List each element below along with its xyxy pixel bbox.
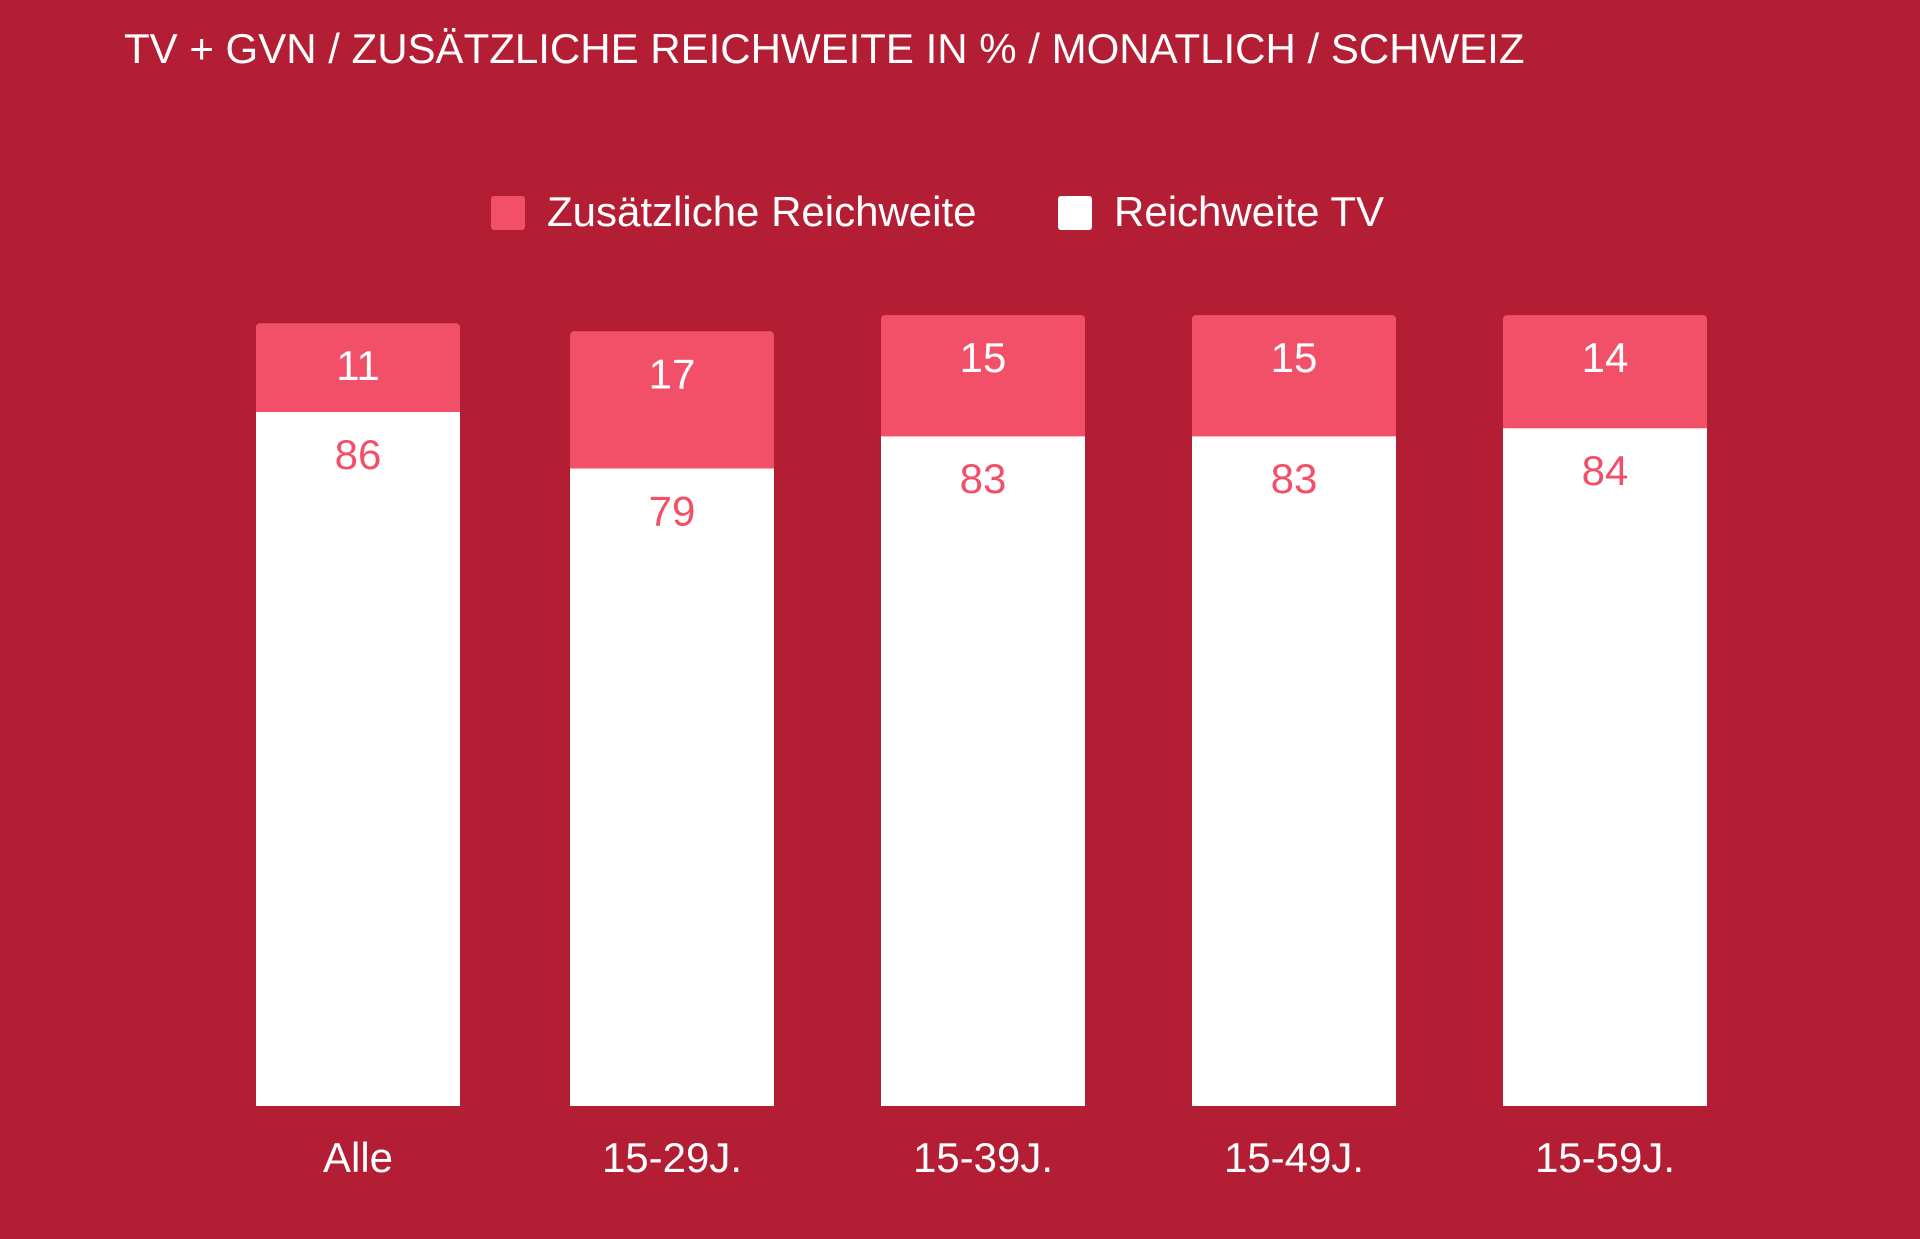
value-label-reichweite-tv-15-39j: 83 [960, 455, 1007, 502]
bar-reichweite-tv-15-39j [881, 436, 1085, 1106]
bar-zus-tzliche-reichweite-alle [256, 323, 460, 412]
x-tick-label-15-59j: 15-59J. [1535, 1134, 1675, 1181]
bar-zus-tzliche-reichweite-15-29j [570, 331, 774, 469]
value-label-zus-tzliche-reichweite-15-29j: 17 [649, 350, 696, 397]
value-label-reichweite-tv-15-29j: 79 [649, 487, 696, 534]
bar-zus-tzliche-reichweite-15-59j [1503, 315, 1707, 429]
legend-label-reichweite-tv: Reichweite TV [1114, 188, 1384, 235]
bar-reichweite-tv-alle [256, 411, 460, 1107]
legend-swatch-zusaetzliche-reichweite [491, 196, 525, 230]
value-label-zus-tzliche-reichweite-alle: 11 [336, 342, 380, 389]
bar-corner-patch-15-39j [881, 430, 1085, 437]
chart-title: TV + GVN / ZUSÄTZLICHE REICHWEITE IN % /… [124, 25, 1525, 72]
value-labels-group: 86 11 79 17 83 15 83 15 84 14 [335, 334, 1629, 534]
bar-corner-patch-15-49j [1192, 430, 1396, 437]
value-label-reichweite-tv-15-59j: 84 [1582, 447, 1629, 494]
bar-corner-patch-15-29j [570, 462, 774, 469]
bar-zus-tzliche-reichweite-15-49j [1192, 315, 1396, 437]
x-axis-tick-labels: Alle 15-29J. 15-39J. 15-49J. 15-59J. [323, 1134, 1675, 1181]
x-tick-label-15-49j: 15-49J. [1224, 1134, 1364, 1181]
legend-swatch-reichweite-tv [1058, 196, 1092, 230]
bar-corner-patch-alle [256, 405, 460, 412]
bar-reichweite-tv-15-29j [570, 468, 774, 1107]
value-label-zus-tzliche-reichweite-15-39j: 15 [960, 334, 1007, 381]
bar-reichweite-tv-15-49j [1192, 436, 1396, 1106]
x-tick-label-15-29j: 15-29J. [602, 1134, 742, 1181]
value-label-reichweite-tv-alle: 86 [335, 431, 382, 478]
value-label-reichweite-tv-15-49j: 83 [1271, 455, 1318, 502]
x-tick-label-alle: Alle [323, 1134, 393, 1181]
value-label-zus-tzliche-reichweite-15-59j: 14 [1582, 334, 1629, 381]
legend: Zusätzliche Reichweite Reichweite TV [491, 188, 1384, 235]
x-tick-label-15-39j: 15-39J. [913, 1134, 1053, 1181]
bars-group [256, 315, 1707, 1107]
legend-label-zusaetzliche-reichweite: Zusätzliche Reichweite [547, 188, 977, 235]
bar-reichweite-tv-15-59j [1503, 428, 1707, 1106]
value-label-zus-tzliche-reichweite-15-49j: 15 [1271, 334, 1318, 381]
bar-corner-patch-15-59j [1503, 422, 1707, 429]
bar-zus-tzliche-reichweite-15-39j [881, 315, 1085, 437]
